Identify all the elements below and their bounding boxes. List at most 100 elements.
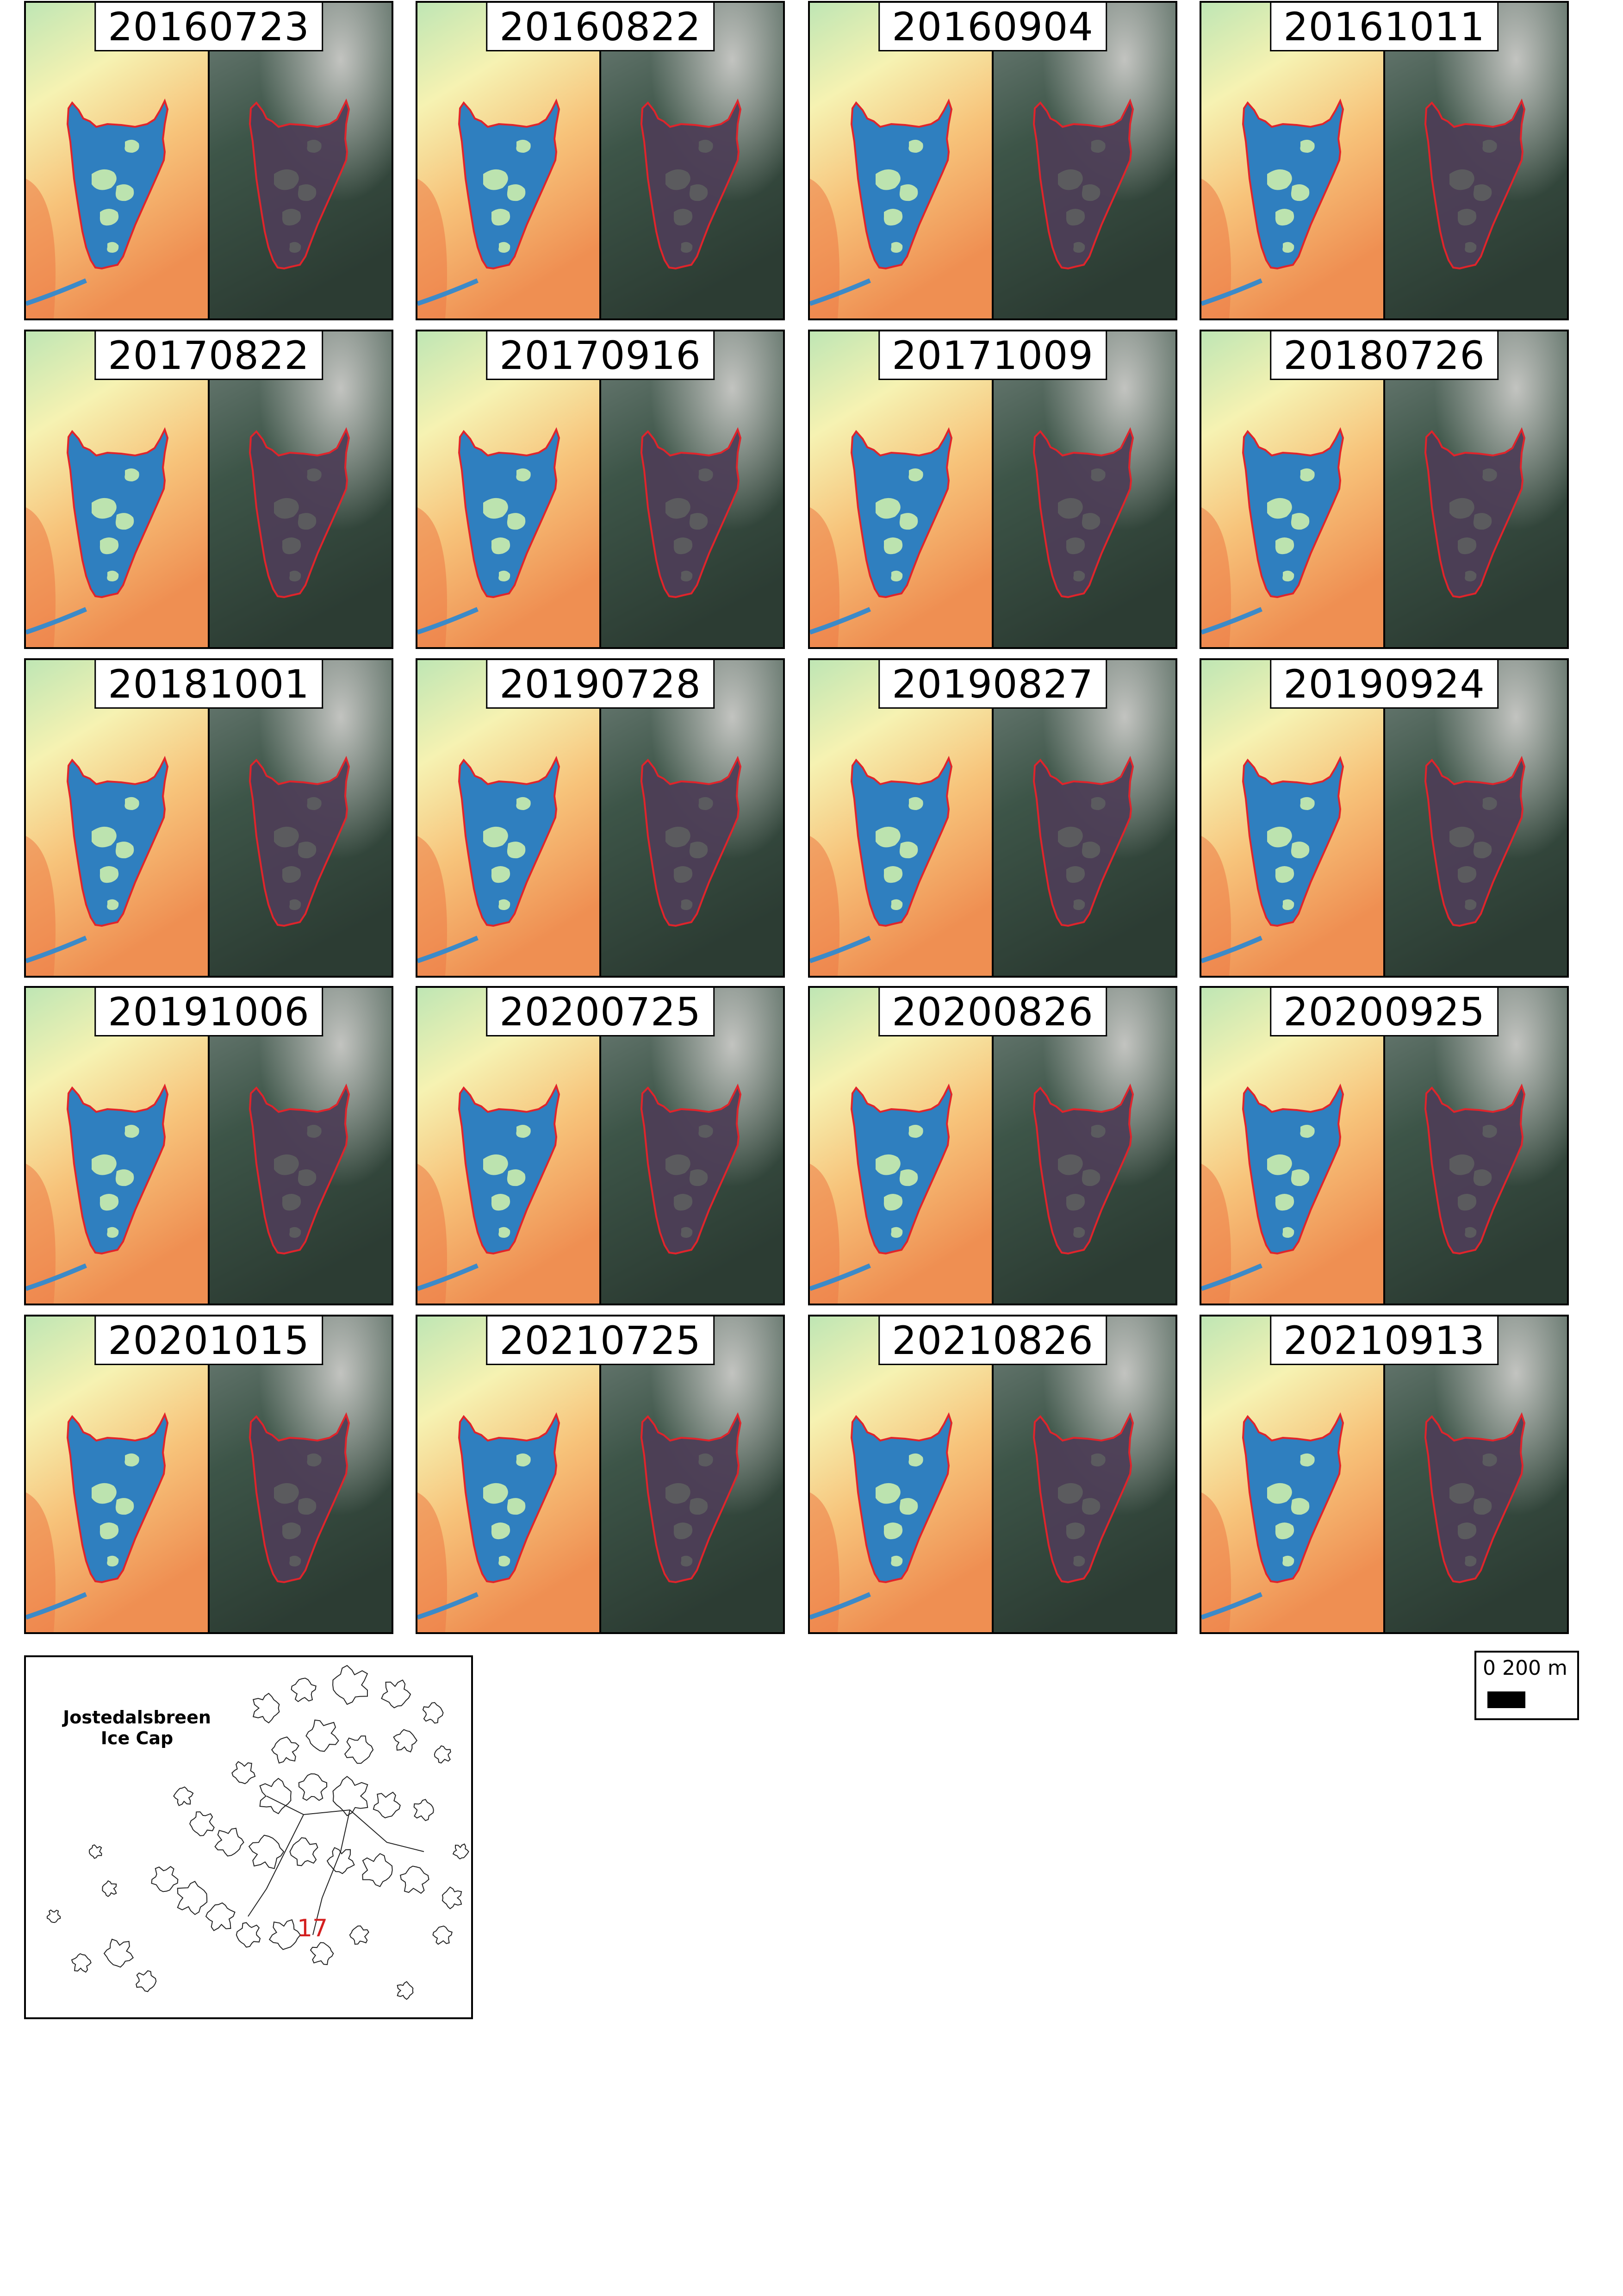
true-color-ice-floe <box>1066 866 1085 883</box>
glacier-outline <box>381 1679 411 1709</box>
image-panel-20201015: 20201015 <box>24 1315 393 1634</box>
true-color-ice-floe <box>298 1169 317 1186</box>
true-color-lake-outline <box>1424 755 1526 927</box>
glacier-outline <box>177 1881 208 1915</box>
true-color-lake-outline <box>1424 1412 1526 1584</box>
true-color-ice-floe <box>289 570 301 581</box>
water-index-ice-floe <box>92 169 117 190</box>
true-color-lake <box>1425 1415 1524 1582</box>
water-index-ice-floe <box>1282 1555 1294 1566</box>
water-index-ice-floe <box>908 468 923 481</box>
water-index-ice-floe <box>1282 570 1294 581</box>
water-index-lake-outline <box>1242 98 1344 270</box>
water-index-ice-floe <box>1282 242 1294 253</box>
true-color-lake <box>641 1086 740 1254</box>
glacier-outline <box>332 1776 368 1816</box>
true-color-ice-floe <box>289 899 301 910</box>
acquisition-date-label: 20180726 <box>1270 331 1499 381</box>
glacier-outline <box>432 1925 453 1945</box>
image-panel-20210725: 20210725 <box>416 1315 785 1634</box>
true-color-ice-floe <box>681 570 693 581</box>
glacier-outline <box>252 1692 280 1724</box>
panel-imagery <box>1201 3 1567 318</box>
true-color-lake <box>1034 101 1133 268</box>
water-index-lake <box>1243 758 1343 926</box>
water-index-ice-floe <box>491 1522 510 1540</box>
water-index-ice-floe <box>115 1498 134 1515</box>
true-color-ice-floe <box>1082 184 1101 201</box>
water-index-lake-outline <box>458 427 560 599</box>
water-index-ice-floe <box>891 1227 903 1238</box>
true-color-ice-floe <box>1058 1154 1083 1175</box>
water-index-lake <box>1243 430 1343 597</box>
true-color-lake-outline <box>1424 427 1526 599</box>
water-index-ice-floe <box>891 1555 903 1566</box>
water-index-ice-floe <box>483 498 508 519</box>
panel-imagery <box>1201 660 1567 976</box>
water-index-lake-outline <box>1242 1083 1344 1255</box>
water-index-lake-outline <box>66 1083 169 1255</box>
water-index-river <box>1201 607 1262 635</box>
acquisition-date-label: 20181001 <box>94 660 323 709</box>
true-color-ice-floe <box>673 866 693 883</box>
water-index-lake-outline <box>1242 755 1344 927</box>
panel-imagery <box>26 1316 392 1632</box>
true-color-ice-floe <box>1482 468 1497 481</box>
water-index-ice-floe <box>507 1498 526 1515</box>
water-index-ice-floe <box>99 866 119 883</box>
true-color-ice-floe <box>1058 1483 1083 1504</box>
true-color-lake <box>641 758 740 926</box>
water-index-lake-outline <box>850 1412 953 1584</box>
water-index-lake-outline <box>850 427 953 599</box>
true-color-ice-floe <box>1082 1169 1101 1186</box>
glacier-outline <box>71 1953 92 1973</box>
water-index-ice-floe <box>115 842 134 859</box>
water-index-ice-floe <box>516 1124 531 1138</box>
image-panel-20190924: 20190924 <box>1200 658 1569 978</box>
glacier-outline <box>305 1719 339 1752</box>
true-color-lake-outline <box>249 427 350 599</box>
image-panel-20160822: 20160822 <box>416 1 785 320</box>
water-index-ice-floe <box>483 826 508 848</box>
true-color-lake-outline <box>249 1412 350 1584</box>
panel-imagery <box>26 660 392 976</box>
true-color-ice-floe <box>1073 570 1085 581</box>
true-color-ice-floe <box>1457 537 1477 555</box>
true-color-ice-floe <box>1091 468 1106 481</box>
true-color-ice-floe <box>307 1453 322 1466</box>
true-color-lake-outline <box>1424 98 1526 270</box>
water-index-ice-floe <box>99 537 119 555</box>
glacier-outline <box>205 1902 236 1931</box>
water-index-ice-floe <box>876 169 901 190</box>
water-index-lake <box>459 758 559 926</box>
true-color-ice-floe <box>274 1154 299 1175</box>
glacier-outline <box>344 1735 374 1764</box>
water-index-lake <box>852 101 951 268</box>
panel-imagery <box>26 331 392 647</box>
ice-divide-line <box>248 1796 424 1935</box>
panel-imagery <box>26 3 392 318</box>
water-index-river <box>417 1592 479 1620</box>
true-color-ice-floe <box>1473 184 1492 201</box>
acquisition-date-label: 20191006 <box>94 988 323 1037</box>
panel-imagery <box>417 1316 783 1632</box>
true-color-ice-floe <box>698 1453 713 1466</box>
true-color-ice-floe <box>689 1169 708 1186</box>
true-color-lake-outline <box>640 755 742 927</box>
water-index-lake <box>68 1086 168 1254</box>
water-index-ice-floe <box>1291 184 1310 201</box>
location-inset-map: Jostedalsbreen Ice Cap 17 <box>24 1655 473 2019</box>
true-color-ice-floe <box>1091 1453 1106 1466</box>
water-index-ice-floe <box>115 1169 134 1186</box>
true-color-lake-outline <box>640 427 742 599</box>
water-index-warm-patch <box>810 507 839 647</box>
water-index-lake-outline <box>458 755 560 927</box>
true-color-ice-floe <box>1073 1555 1085 1566</box>
water-index-lake-outline <box>850 755 953 927</box>
panel-imagery <box>417 331 783 647</box>
true-color-ice-floe <box>1073 1227 1085 1238</box>
water-index-ice-floe <box>1267 498 1292 519</box>
water-index-lake-outline <box>458 1412 560 1584</box>
water-index-ice-floe <box>883 1522 903 1540</box>
true-color-ice-floe <box>673 1194 693 1211</box>
